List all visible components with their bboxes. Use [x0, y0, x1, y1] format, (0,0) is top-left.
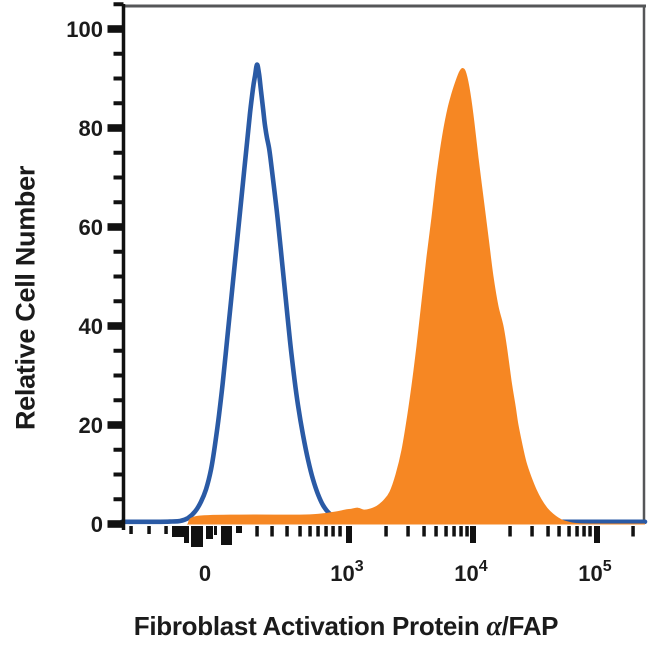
x-minor-tick — [444, 526, 448, 537]
y-minor-tick — [113, 101, 124, 106]
x-zero-cluster-tick — [172, 526, 184, 537]
x-minor-tick — [324, 526, 328, 537]
x-major-tick — [470, 526, 476, 543]
x-axis-title-main: Fibroblast Activation Protein — [133, 611, 487, 641]
y-minor-tick — [113, 373, 124, 378]
x-minor-tick — [434, 526, 438, 537]
y-minor-tick — [113, 150, 124, 155]
x-small-tick — [147, 526, 151, 534]
x-minor-tick — [557, 526, 561, 537]
orange-filled-histogram — [186, 68, 646, 525]
y-minor-tick — [113, 447, 124, 452]
x-minor-tick — [384, 526, 388, 537]
y-major-tick — [107, 124, 124, 132]
x-minor-tick — [582, 526, 586, 537]
x-minor-tick — [406, 526, 410, 537]
y-minor-tick — [113, 497, 124, 502]
y-minor-tick — [113, 398, 124, 403]
y-minor-tick — [113, 348, 124, 353]
x-minor-tick — [631, 526, 635, 537]
y-minor-tick — [113, 200, 124, 205]
x-tick-label: 0 — [199, 561, 211, 586]
x-zero-cluster-tick — [206, 526, 213, 539]
y-major-tick — [107, 421, 124, 429]
x-minor-tick — [298, 526, 302, 537]
x-minor-tick — [459, 526, 463, 537]
x-small-tick — [129, 526, 133, 534]
x-zero-cluster-tick — [236, 526, 242, 533]
y-major-tick — [107, 322, 124, 330]
x-major-tick — [346, 526, 352, 543]
y-tick-label: 100 — [66, 17, 103, 42]
y-major-tick — [107, 520, 124, 528]
x-tick-label: 103 — [330, 558, 363, 586]
x-minor-tick — [316, 526, 320, 537]
x-minor-tick — [588, 526, 592, 537]
y-minor-tick — [113, 472, 124, 477]
y-minor-tick — [113, 2, 124, 7]
x-minor-tick — [530, 526, 534, 537]
x-minor-tick — [331, 526, 335, 537]
y-major-tick — [107, 25, 124, 33]
x-zero-cluster-tick — [221, 526, 232, 545]
y-minor-tick — [113, 51, 124, 56]
y-tick-label: 0 — [91, 512, 103, 537]
y-tick-label: 40 — [79, 314, 103, 339]
x-minor-tick — [452, 526, 456, 537]
x-zero-cluster-tick — [214, 526, 217, 535]
x-minor-tick — [285, 526, 289, 537]
x-minor-tick — [270, 526, 274, 537]
x-tick-label: 104 — [454, 558, 487, 586]
x-minor-tick — [567, 526, 571, 537]
y-minor-tick — [113, 76, 124, 81]
x-axis-title: Fibroblast Activation Protein α/FAP — [133, 611, 559, 643]
x-axis-title-suffix: /FAP — [501, 611, 559, 641]
alpha-symbol: α — [486, 611, 502, 642]
y-minor-tick — [113, 249, 124, 254]
x-minor-tick — [575, 526, 579, 537]
y-tick-label: 60 — [79, 215, 103, 240]
x-major-tick — [594, 526, 600, 543]
x-small-tick — [164, 526, 168, 534]
x-minor-tick — [422, 526, 426, 537]
x-minor-tick — [508, 526, 512, 537]
y-tick-label: 80 — [79, 116, 103, 141]
x-zero-cluster-tick — [184, 526, 189, 543]
x-zero-cluster-tick — [191, 526, 203, 547]
blue-outline-histogram — [119, 62, 648, 525]
y-minor-tick — [113, 299, 124, 304]
y-minor-tick — [113, 175, 124, 180]
y-major-tick — [107, 223, 124, 231]
x-minor-tick — [308, 526, 312, 537]
y-tick-label: 20 — [79, 413, 103, 438]
x-minor-tick — [255, 526, 259, 537]
y-minor-tick — [113, 274, 124, 279]
y-axis-title: Relative Cell Number — [10, 165, 41, 431]
x-minor-tick — [338, 526, 342, 537]
x-minor-tick — [465, 526, 469, 537]
x-tick-label: 105 — [578, 558, 611, 586]
x-minor-tick — [546, 526, 550, 537]
